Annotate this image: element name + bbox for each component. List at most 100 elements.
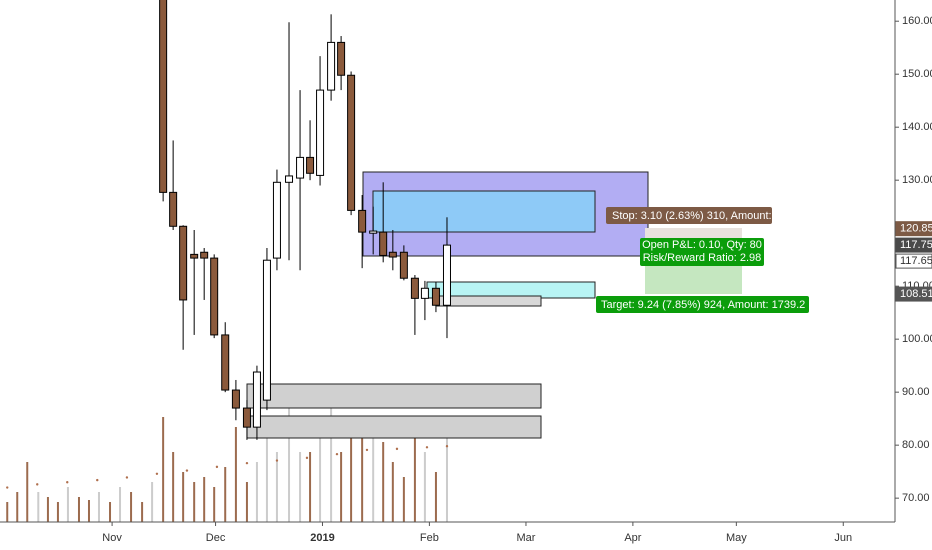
volume-bar xyxy=(234,427,237,522)
volume-bar xyxy=(265,437,268,522)
candle-body xyxy=(347,74,356,211)
volume-bar xyxy=(119,487,122,522)
volume-bar xyxy=(423,452,426,522)
ma-point xyxy=(335,452,339,456)
volume-bar xyxy=(391,462,394,522)
candle-body xyxy=(190,253,199,259)
volume-bar xyxy=(413,422,416,522)
volume-bar xyxy=(340,452,343,522)
rectangle-zone xyxy=(246,415,542,439)
stop-box xyxy=(606,207,772,224)
candle-body xyxy=(431,287,440,306)
volume-bar xyxy=(319,427,322,522)
candle-body xyxy=(210,257,219,336)
ma-point xyxy=(395,447,399,451)
volume-bar xyxy=(255,462,258,522)
candle-body xyxy=(179,225,188,301)
candle-body xyxy=(262,259,271,401)
volume-bar xyxy=(162,417,165,522)
ma-point xyxy=(125,476,129,479)
price-label-box xyxy=(895,237,932,253)
volume-bar xyxy=(37,492,40,522)
ma-point xyxy=(425,446,429,449)
candle-body xyxy=(442,244,451,306)
candle-body xyxy=(337,41,346,76)
y-tick-label: 160.00 xyxy=(902,15,932,27)
x-tick-label: May xyxy=(726,532,747,544)
candle-body xyxy=(316,89,325,176)
y-tick-label: 150.00 xyxy=(902,68,932,80)
y-tick-label: 130.00 xyxy=(902,174,932,186)
candle-body xyxy=(169,191,178,227)
volume-bar xyxy=(56,502,59,522)
x-tick-label: Nov xyxy=(102,532,122,544)
rectangle-zone xyxy=(246,383,542,409)
ma-point xyxy=(66,481,69,484)
volume-bar xyxy=(434,472,437,522)
volume-bar xyxy=(382,442,385,522)
volume-bar xyxy=(299,452,302,522)
candle-body xyxy=(231,389,240,409)
volume-bar xyxy=(203,477,206,522)
volume-bar xyxy=(130,492,133,522)
x-tick-label: Jun xyxy=(834,532,852,544)
volume-bar xyxy=(26,462,29,522)
volume-bar xyxy=(361,437,364,522)
y-tick-label: 70.00 xyxy=(902,492,930,504)
rectangle-zone xyxy=(372,190,596,233)
volume-bar xyxy=(402,477,405,522)
x-tick-label: Feb xyxy=(420,532,439,544)
price-label-box xyxy=(895,253,932,269)
candle-body xyxy=(379,231,388,256)
target-text: Target: 9.24 (7.85%) 924, Amount: 1739.2 xyxy=(601,299,805,311)
volume-bar xyxy=(87,500,90,522)
ma-point xyxy=(96,478,99,482)
x-tick-label: Dec xyxy=(206,532,226,544)
volume-bar xyxy=(372,427,375,522)
candle-body xyxy=(327,41,336,91)
y-tick-label: 140.00 xyxy=(902,121,932,133)
ma-point xyxy=(215,465,219,469)
volume-bar xyxy=(445,427,448,522)
candle-body xyxy=(420,287,429,299)
stop-text: Stop: 3.10 (2.63%) 310, Amount: 752 xyxy=(612,210,793,222)
ma-point xyxy=(185,469,189,472)
volume-bar xyxy=(213,487,216,522)
volume-bar xyxy=(109,502,112,522)
volume-bar xyxy=(350,432,353,522)
price-label: 117.75 xyxy=(900,239,932,251)
ma-point xyxy=(365,448,369,452)
ma-point xyxy=(6,486,9,489)
volume-bar xyxy=(245,482,248,522)
volume-bar xyxy=(288,402,291,522)
volume-bar xyxy=(182,472,185,522)
ratio-text: Risk/Reward Ratio: 2.98 xyxy=(643,252,762,264)
ma-point xyxy=(445,445,449,448)
candle-body xyxy=(399,251,408,279)
candle-body xyxy=(272,181,281,259)
candle-body xyxy=(200,251,209,259)
price-label: 108.51 xyxy=(900,288,932,300)
volume-bar xyxy=(151,482,154,522)
candle-body xyxy=(252,371,261,428)
candle-body xyxy=(306,156,315,174)
y-tick-label: 90.00 xyxy=(902,386,930,398)
volume-bar xyxy=(97,492,100,522)
pnl-text: Open P&L: 0.10, Qty: 80 xyxy=(642,239,762,251)
y-tick-label: 100.00 xyxy=(902,333,932,345)
candle-body xyxy=(410,277,419,299)
position-tool: Stop: 3.10 (2.63%) 310, Amount: 752 Open… xyxy=(596,207,809,313)
volume-bar xyxy=(193,482,196,522)
volume-bar xyxy=(330,392,333,522)
candle-body xyxy=(221,334,230,391)
candle-body xyxy=(369,230,378,234)
ma-point xyxy=(36,483,39,486)
ma-point xyxy=(155,472,159,475)
pnl-box xyxy=(640,238,764,266)
ma-point xyxy=(275,459,279,462)
volume-bar xyxy=(141,502,144,522)
y-tick-label: 80.00 xyxy=(902,439,930,451)
x-tick-label: Mar xyxy=(516,532,535,544)
volume-bar xyxy=(66,487,69,522)
candle-body xyxy=(285,175,294,183)
